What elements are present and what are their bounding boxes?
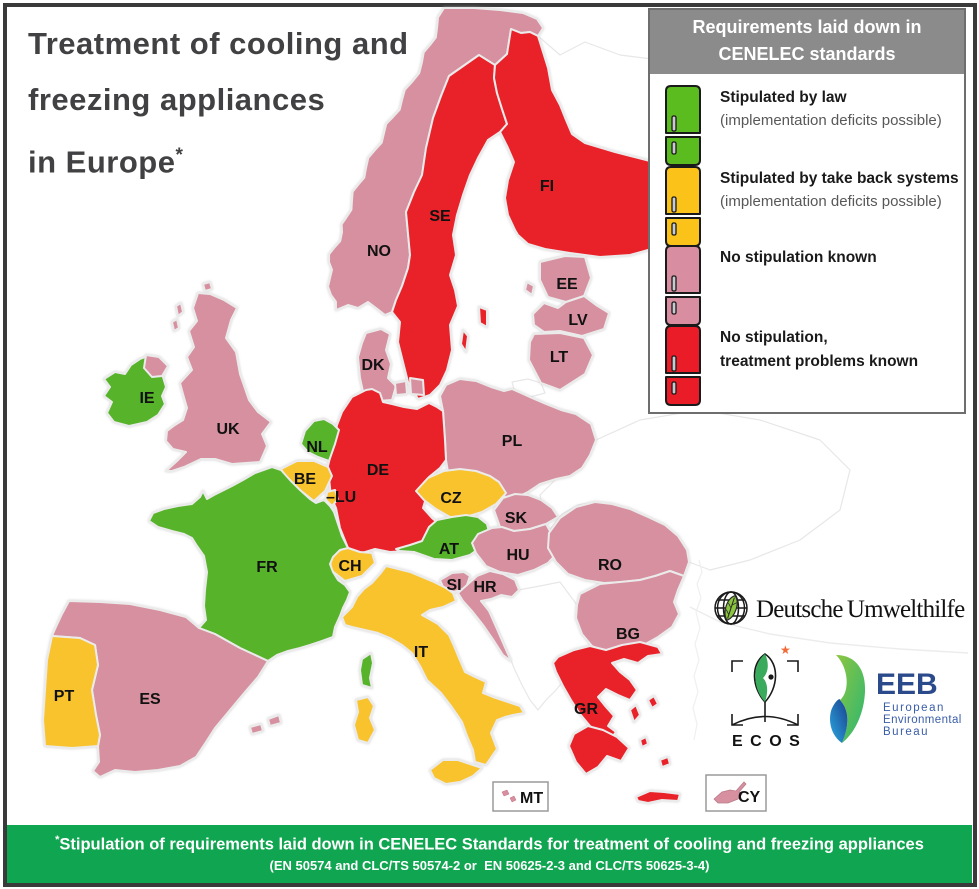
svg-text:SI: SI	[446, 577, 461, 594]
svg-text:UK: UK	[216, 421, 240, 438]
svg-text:IT: IT	[414, 644, 428, 661]
svg-text:RO: RO	[598, 557, 622, 574]
svg-text:BG: BG	[616, 626, 640, 643]
svg-text:CZ: CZ	[440, 490, 462, 507]
svg-text:Environmental: Environmental	[883, 714, 962, 726]
svg-text:ECOS: ECOS	[732, 733, 805, 750]
svg-text:LV: LV	[568, 312, 588, 329]
svg-text:AT: AT	[439, 541, 459, 558]
svg-text:CH: CH	[338, 558, 361, 575]
svg-text:LT: LT	[550, 349, 569, 366]
svg-text:SK: SK	[505, 510, 528, 527]
svg-text:NO: NO	[367, 243, 391, 260]
svg-text:★: ★	[780, 643, 791, 657]
svg-text:IE: IE	[139, 390, 154, 407]
svg-text:SE: SE	[429, 208, 451, 225]
svg-text:Deutsche Umwelthilfe: Deutsche Umwelthilfe	[756, 596, 965, 623]
svg-text:FR: FR	[256, 559, 278, 576]
svg-text:Bureau: Bureau	[883, 726, 929, 738]
svg-text:MT: MT	[520, 790, 543, 807]
svg-text:HU: HU	[506, 547, 529, 564]
svg-text:ES: ES	[139, 691, 161, 708]
svg-text:European: European	[883, 702, 945, 714]
svg-text:–LU: –LU	[326, 489, 356, 506]
svg-text:EEB: EEB	[876, 668, 938, 701]
svg-text:FI: FI	[540, 178, 554, 195]
svg-text:EE: EE	[556, 276, 578, 293]
svg-text:PT: PT	[54, 688, 75, 705]
svg-text:DK: DK	[361, 357, 385, 374]
svg-text:PL: PL	[502, 433, 523, 450]
svg-text:HR: HR	[473, 579, 497, 596]
svg-text:CY: CY	[738, 789, 761, 806]
svg-text:GR: GR	[574, 701, 598, 718]
svg-text:BE: BE	[294, 471, 317, 488]
svg-text:DE: DE	[367, 462, 390, 479]
svg-text:NL: NL	[306, 439, 328, 456]
